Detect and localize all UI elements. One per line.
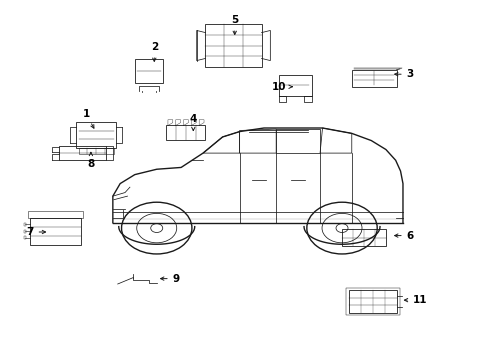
Text: 5: 5: [231, 15, 238, 35]
Bar: [28, 211, 82, 218]
Bar: [76, 122, 116, 148]
Bar: [24, 237, 26, 239]
Bar: [278, 75, 311, 96]
Text: 6: 6: [394, 231, 413, 240]
Bar: [351, 69, 396, 87]
Bar: [135, 59, 163, 83]
Text: 11: 11: [404, 295, 427, 305]
Bar: [205, 24, 261, 67]
Bar: [346, 288, 399, 315]
Text: 10: 10: [271, 82, 292, 92]
Text: 3: 3: [394, 69, 413, 79]
Text: 4: 4: [189, 114, 197, 131]
Bar: [24, 230, 26, 233]
Bar: [59, 146, 105, 160]
Bar: [341, 229, 385, 246]
Bar: [24, 223, 26, 226]
Text: 1: 1: [82, 109, 94, 128]
Bar: [79, 148, 114, 154]
Bar: [348, 291, 396, 313]
Bar: [166, 126, 205, 140]
Text: 7: 7: [26, 227, 45, 237]
Text: 8: 8: [87, 152, 94, 169]
Text: 9: 9: [160, 274, 180, 284]
Text: 2: 2: [150, 42, 158, 62]
Bar: [30, 218, 81, 244]
